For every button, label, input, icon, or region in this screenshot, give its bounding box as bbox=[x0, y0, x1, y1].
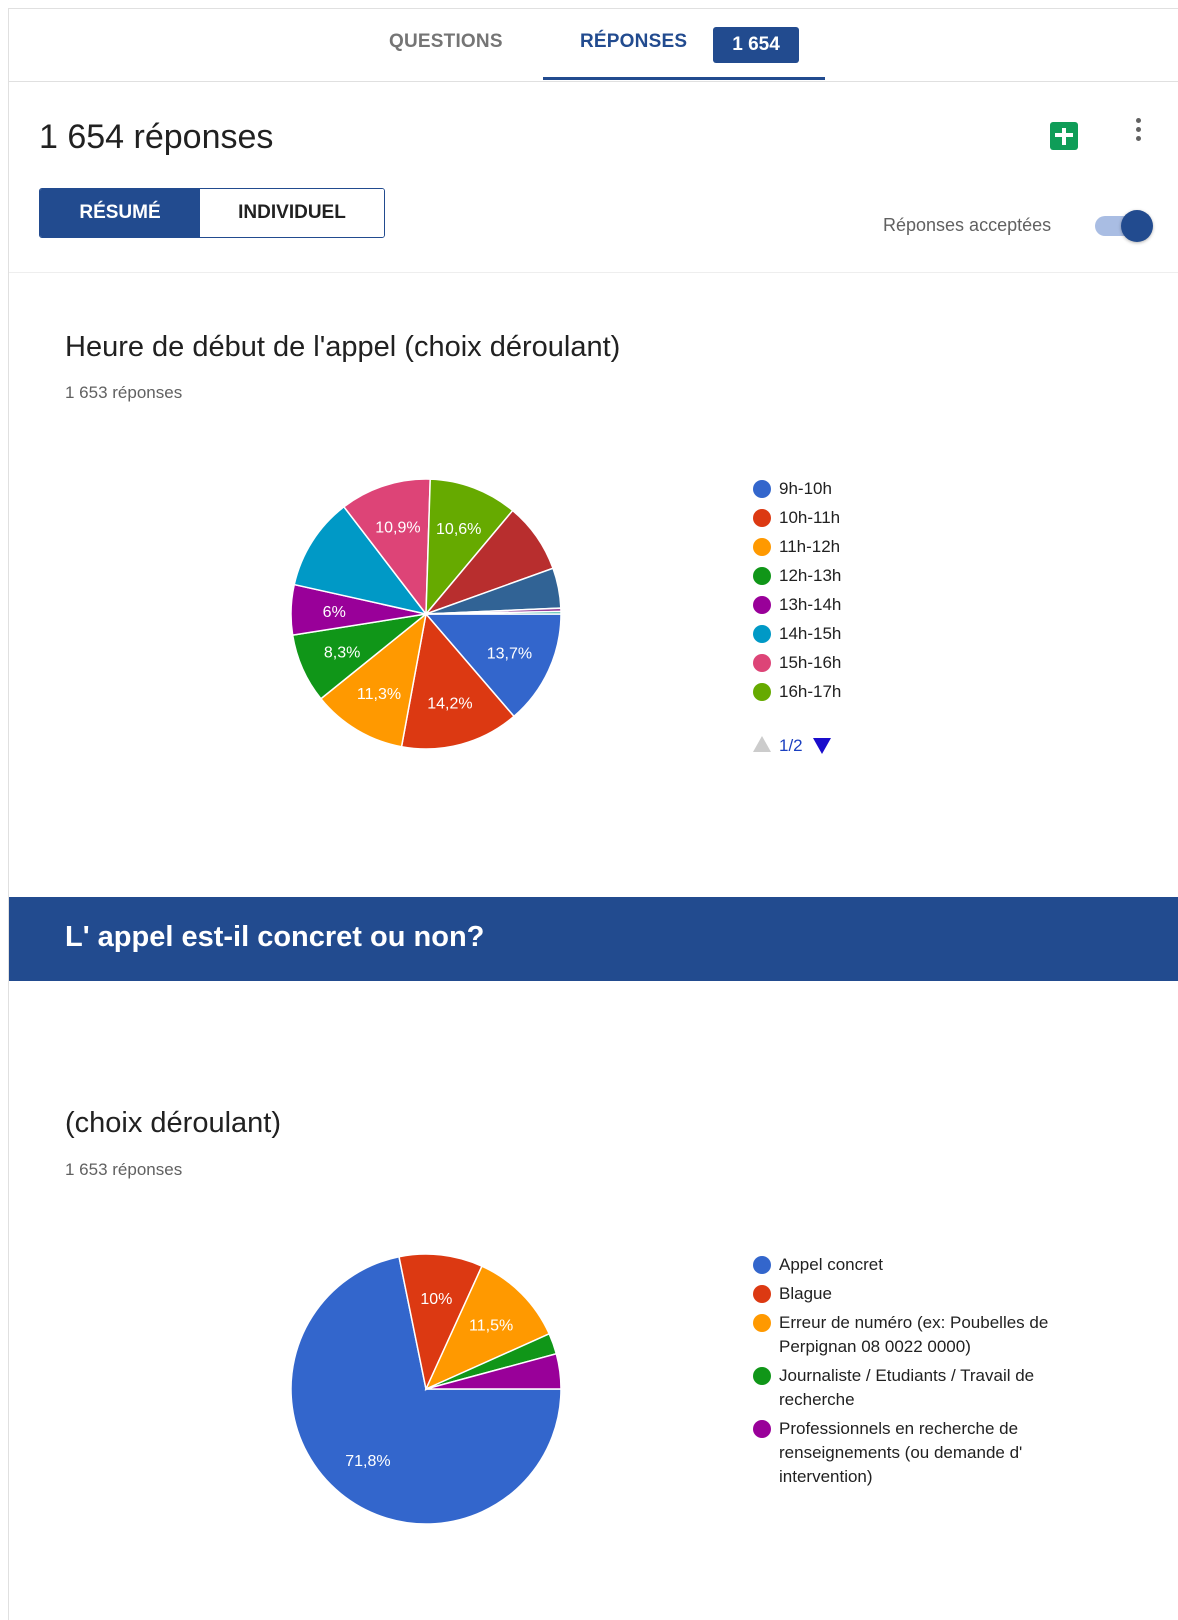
pie-slice[interactable] bbox=[425, 1352, 562, 1390]
legend-swatch bbox=[753, 1285, 771, 1303]
legend-item: Professionnels en recherche de renseigne… bbox=[753, 1417, 1093, 1489]
pie-slice[interactable] bbox=[424, 613, 562, 718]
pager-next-icon[interactable] bbox=[813, 738, 831, 754]
legend-item: 11h-12h bbox=[753, 535, 841, 559]
legend-swatch bbox=[753, 625, 771, 643]
legend-swatch bbox=[753, 1420, 771, 1438]
pie-chart-call-type: 71,8% 10% 11,5% bbox=[290, 1253, 562, 1525]
legend-label: 15h-16h bbox=[779, 653, 842, 672]
pager-text: 1/2 bbox=[779, 736, 803, 755]
legend-label: 9h-10h bbox=[779, 479, 832, 498]
legend-label: Blague bbox=[779, 1284, 832, 1303]
legend-item: Journaliste / Etudiants / Travail de rec… bbox=[753, 1364, 1093, 1412]
question-title: Heure de début de l'appel (choix déroula… bbox=[65, 331, 621, 363]
legend-item: 16h-17h bbox=[753, 680, 841, 704]
legend-swatch bbox=[753, 480, 771, 498]
view-toggle: RÉSUMÉ INDIVIDUEL bbox=[39, 188, 385, 238]
legend-label: Erreur de numéro (ex: Poubelles de Perpi… bbox=[779, 1313, 1049, 1356]
pie-slice[interactable] bbox=[424, 1265, 551, 1391]
summary-view-button[interactable]: RÉSUMÉ bbox=[40, 189, 200, 237]
legend-item: 12h-13h bbox=[753, 564, 841, 588]
legend-swatch bbox=[753, 1314, 771, 1332]
legend-item: 15h-16h bbox=[753, 651, 841, 675]
legend-label: Appel concret bbox=[779, 1255, 883, 1274]
pie-slice[interactable] bbox=[425, 610, 562, 615]
legend-label: Professionnels en recherche de renseigne… bbox=[779, 1419, 1023, 1486]
response-count: 1 653 réponses bbox=[65, 1160, 183, 1179]
more-vert-icon[interactable] bbox=[1132, 118, 1144, 150]
legend-swatch bbox=[753, 1367, 771, 1385]
section-title: L' appel est-il concret ou non? bbox=[65, 921, 485, 953]
pie-slice[interactable] bbox=[400, 612, 516, 750]
chart-legend: Appel concret Blague Erreur de numéro (ex:… bbox=[753, 1253, 1093, 1494]
slice-label: 10,6% bbox=[436, 521, 481, 538]
pie-slice[interactable] bbox=[293, 505, 428, 616]
legend-label: 11h-12h bbox=[779, 537, 841, 556]
slice-label: 11,5% bbox=[469, 1317, 513, 1334]
pie-slice[interactable] bbox=[319, 612, 428, 748]
accepting-responses-toggle[interactable] bbox=[1095, 210, 1153, 242]
top-tab-bar: QUESTIONS RÉPONSES 1 654 bbox=[9, 9, 1178, 82]
slice-label: 11,3% bbox=[357, 686, 401, 703]
pie-slice[interactable] bbox=[425, 478, 514, 617]
responses-header: 1 654 réponses RÉSUMÉ INDIVIDUEL Réponse… bbox=[9, 82, 1178, 273]
legend-swatch bbox=[753, 596, 771, 614]
slice-label: 14,2% bbox=[427, 696, 472, 713]
legend-swatch bbox=[753, 509, 771, 527]
legend-swatch bbox=[753, 538, 771, 556]
legend-label: Journaliste / Etudiants / Travail de rec… bbox=[779, 1366, 1035, 1409]
legend-item: 9h-10h bbox=[753, 477, 841, 501]
legend-swatch bbox=[753, 683, 771, 701]
legend-swatch bbox=[753, 1256, 771, 1274]
pie-chart-start-hour: 13,7% 14,2% 11,3% 8,3% 6% 10,9% 10,6% bbox=[290, 478, 562, 750]
pager-previous-icon bbox=[753, 736, 771, 752]
legend-item: 14h-15h bbox=[753, 622, 841, 646]
google-sheets-icon[interactable] bbox=[1050, 122, 1078, 150]
chart-legend: 9h-10h 10h-11h 11h-12h 12h-13h 13h-14h 14h-15… bbox=[753, 477, 841, 709]
section-header: L' appel est-il concret ou non? bbox=[9, 897, 1178, 981]
slice-label: 10% bbox=[420, 1291, 452, 1308]
question-title: (choix déroulant) bbox=[65, 1107, 281, 1139]
pie-slice[interactable] bbox=[342, 478, 432, 617]
legend-item: Appel concret bbox=[753, 1253, 1093, 1277]
legend-label: 16h-17h bbox=[779, 682, 842, 701]
responses-count-badge: 1 654 bbox=[713, 27, 799, 63]
individual-view-button[interactable]: INDIVIDUEL bbox=[200, 189, 384, 237]
page-title: 1 654 réponses bbox=[39, 118, 274, 156]
app-frame: QUESTIONS RÉPONSES 1 654 1 654 réponses … bbox=[8, 8, 1178, 1620]
legend-label: 10h-11h bbox=[779, 508, 841, 527]
tab-questions[interactable]: QUESTIONS bbox=[389, 31, 503, 52]
pie-slice[interactable] bbox=[398, 1253, 483, 1392]
legend-item: Blague bbox=[753, 1282, 1093, 1306]
legend-item: Erreur de numéro (ex: Poubelles de Perpi… bbox=[753, 1311, 1093, 1359]
legend-label: 13h-14h bbox=[779, 595, 842, 614]
accepting-responses-label: Réponses acceptées bbox=[883, 215, 1052, 235]
legend-item: 13h-14h bbox=[753, 593, 841, 617]
active-tab-indicator bbox=[543, 77, 825, 80]
slice-label: 10,9% bbox=[375, 520, 420, 537]
legend-label: 14h-15h bbox=[779, 624, 842, 643]
response-count: 1 653 réponses bbox=[65, 383, 183, 402]
slice-label: 71,8% bbox=[345, 1453, 390, 1470]
legend-item: 10h-11h bbox=[753, 506, 841, 530]
legend-swatch bbox=[753, 567, 771, 585]
tab-reponses[interactable]: RÉPONSES bbox=[580, 31, 688, 52]
slice-label: 13,7% bbox=[487, 645, 532, 662]
legend-label: 12h-13h bbox=[779, 566, 842, 585]
slice-label: 6% bbox=[323, 604, 346, 621]
legend-swatch bbox=[753, 654, 771, 672]
slice-label: 8,3% bbox=[324, 644, 360, 661]
